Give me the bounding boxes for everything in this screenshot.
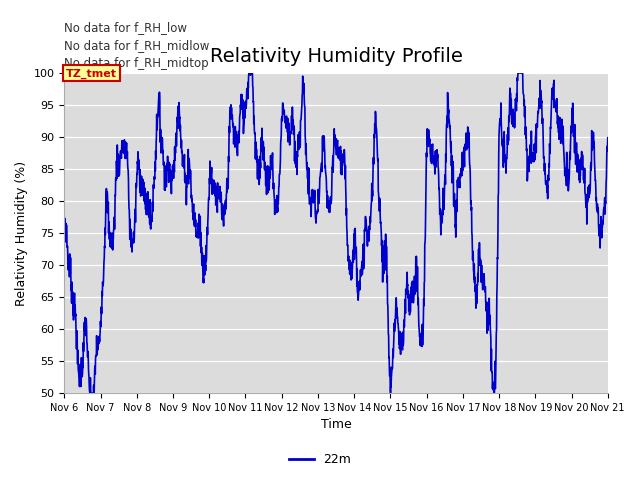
Title: Relativity Humidity Profile: Relativity Humidity Profile — [209, 47, 463, 66]
Y-axis label: Relativity Humidity (%): Relativity Humidity (%) — [15, 160, 28, 306]
X-axis label: Time: Time — [321, 419, 351, 432]
Text: No data for f_RH_midtop: No data for f_RH_midtop — [64, 57, 209, 70]
Legend: 22m: 22m — [284, 448, 356, 471]
Text: No data for f_RH_midlow: No data for f_RH_midlow — [64, 39, 210, 52]
Text: No data for f_RH_low: No data for f_RH_low — [64, 22, 188, 35]
Text: TZ_tmet: TZ_tmet — [66, 68, 117, 79]
